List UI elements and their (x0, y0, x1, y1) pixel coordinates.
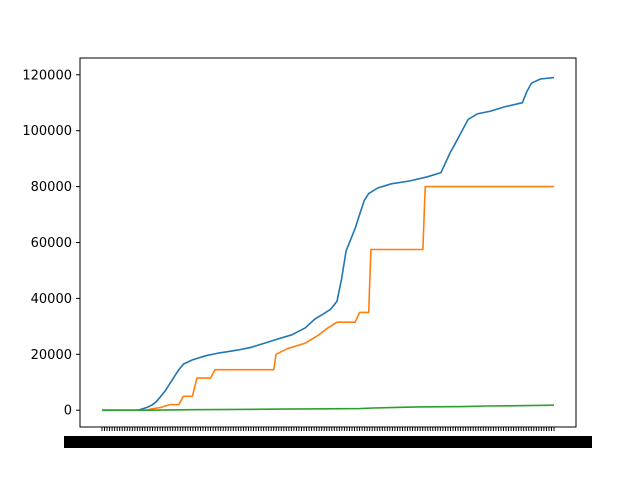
series-layer (102, 76, 555, 411)
plot-frame (79, 57, 577, 428)
y-axis: 0 20000 40000 60000 80000 100000 120000 (22, 68, 80, 419)
y-tick-label: 40000 (31, 292, 72, 307)
x-tick-labels-overlapped (64, 436, 592, 448)
y-tick-label: 120000 (22, 68, 72, 83)
x-axis (64, 427, 592, 448)
series-line-1 (102, 76, 555, 411)
y-tick-label: 0 (64, 404, 72, 419)
y-tick-label: 100000 (22, 124, 72, 139)
y-tick-label: 80000 (31, 180, 72, 195)
y-tick-label: 20000 (31, 348, 72, 363)
y-tick-label: 60000 (31, 236, 72, 251)
series-line-2 (102, 185, 554, 411)
series-line-3 (102, 404, 555, 411)
